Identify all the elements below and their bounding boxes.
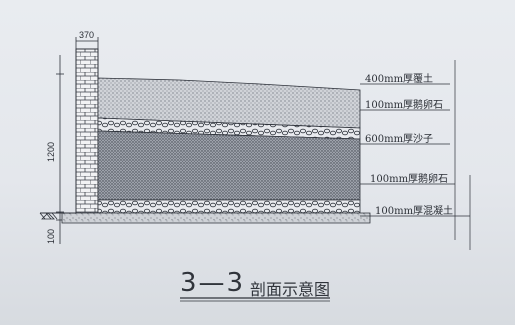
layer-label-pebble-lower: 100mm厚鹅卵石 <box>370 174 449 185</box>
base-dimension: 100 <box>46 228 56 244</box>
layer-label-soil: 400mm厚覆土 <box>365 74 434 85</box>
section-caption: 剖面示意图 <box>250 280 331 299</box>
wall-width-dimension: 370 <box>79 30 95 40</box>
layer-pebble-lower <box>97 199 361 214</box>
layer-concrete <box>61 212 371 224</box>
layer-label-concrete: 100mm厚混凝土 <box>375 206 454 217</box>
brick-wall <box>75 48 99 214</box>
layer-label-pebble-upper: 100mm厚鹅卵石 <box>365 100 444 111</box>
layer-sand <box>97 130 361 201</box>
section-number: 3—3 <box>180 268 246 298</box>
layer-label-sand: 600mm厚沙子 <box>365 134 434 145</box>
height-dimension: 1200 <box>46 141 56 162</box>
